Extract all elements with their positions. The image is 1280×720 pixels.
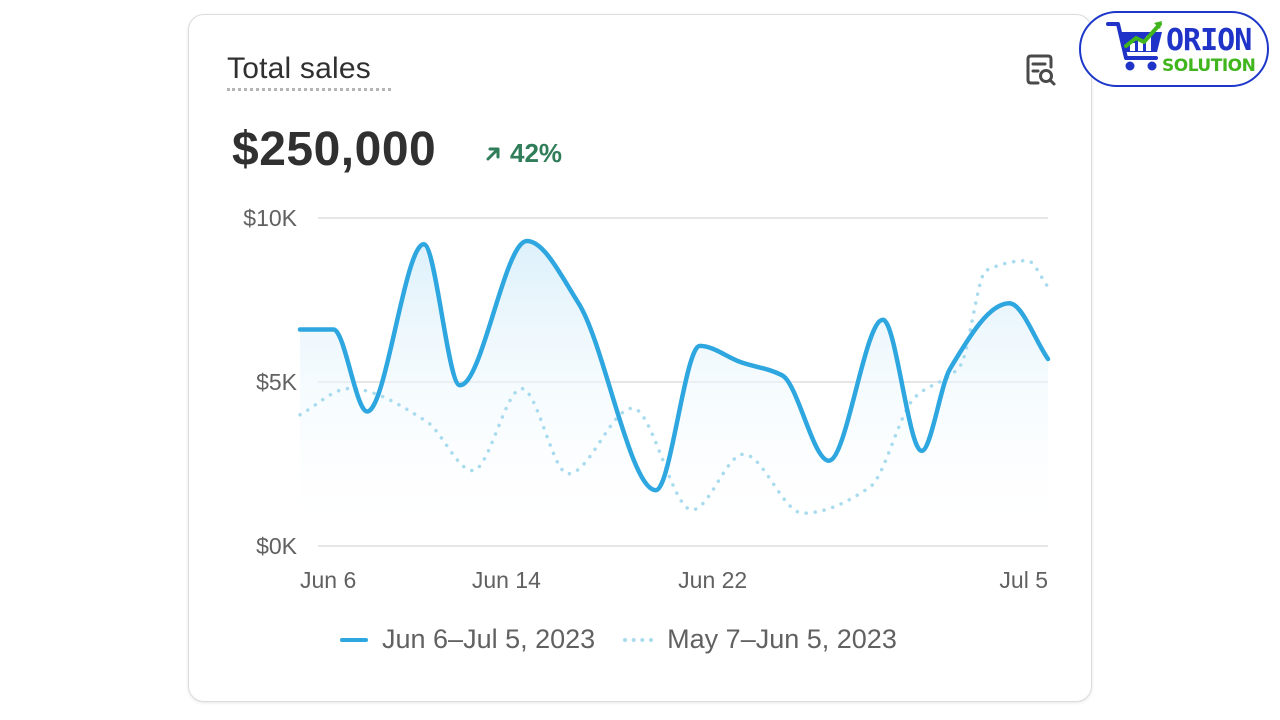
y-tick-label: $0K (256, 533, 298, 559)
total-sales-value: $250,000 (232, 123, 437, 176)
arrow-up-right-icon (486, 147, 500, 160)
legend-dotted-swatch (623, 637, 654, 642)
y-tick-label: $10K (243, 205, 297, 231)
legend-solid-swatch (340, 637, 368, 642)
explore-data-button[interactable] (1018, 50, 1062, 90)
series-line-previous-period (298, 258, 1050, 515)
legend-label-previous: May 7–Jun 5, 2023 (667, 624, 897, 654)
legend-label-current: Jun 6–Jul 5, 2023 (382, 624, 596, 654)
series-area-fill (300, 241, 1048, 520)
x-tick-label: Jun 14 (472, 567, 541, 593)
sales-change-percent: 42% (510, 138, 563, 168)
logo-word-solution: SOLUTION (1162, 56, 1256, 76)
logo-word-orion: ORION (1166, 23, 1252, 58)
x-tick-label: Jun 6 (300, 567, 356, 593)
card-title[interactable]: Total sales (227, 52, 371, 85)
chart-search-icon (1026, 54, 1056, 86)
x-tick-label: Jun 22 (678, 567, 747, 593)
legend-item-previous-period[interactable]: May 7–Jun 5, 2023 (623, 624, 897, 655)
series-line-current-period (297, 238, 1051, 493)
sales-change-badge: 42% (484, 138, 562, 169)
title-dotted-underline (227, 88, 391, 91)
x-tick-label: Jul 5 (999, 567, 1048, 593)
y-tick-label: $5K (256, 369, 298, 395)
legend-item-current-period[interactable]: Jun 6–Jul 5, 2023 (340, 624, 595, 655)
chart-legend: Jun 6–Jul 5, 2023 May 7–Jun 5, 2023 (340, 624, 925, 655)
shopping-cart-chart-icon (1106, 21, 1162, 71)
